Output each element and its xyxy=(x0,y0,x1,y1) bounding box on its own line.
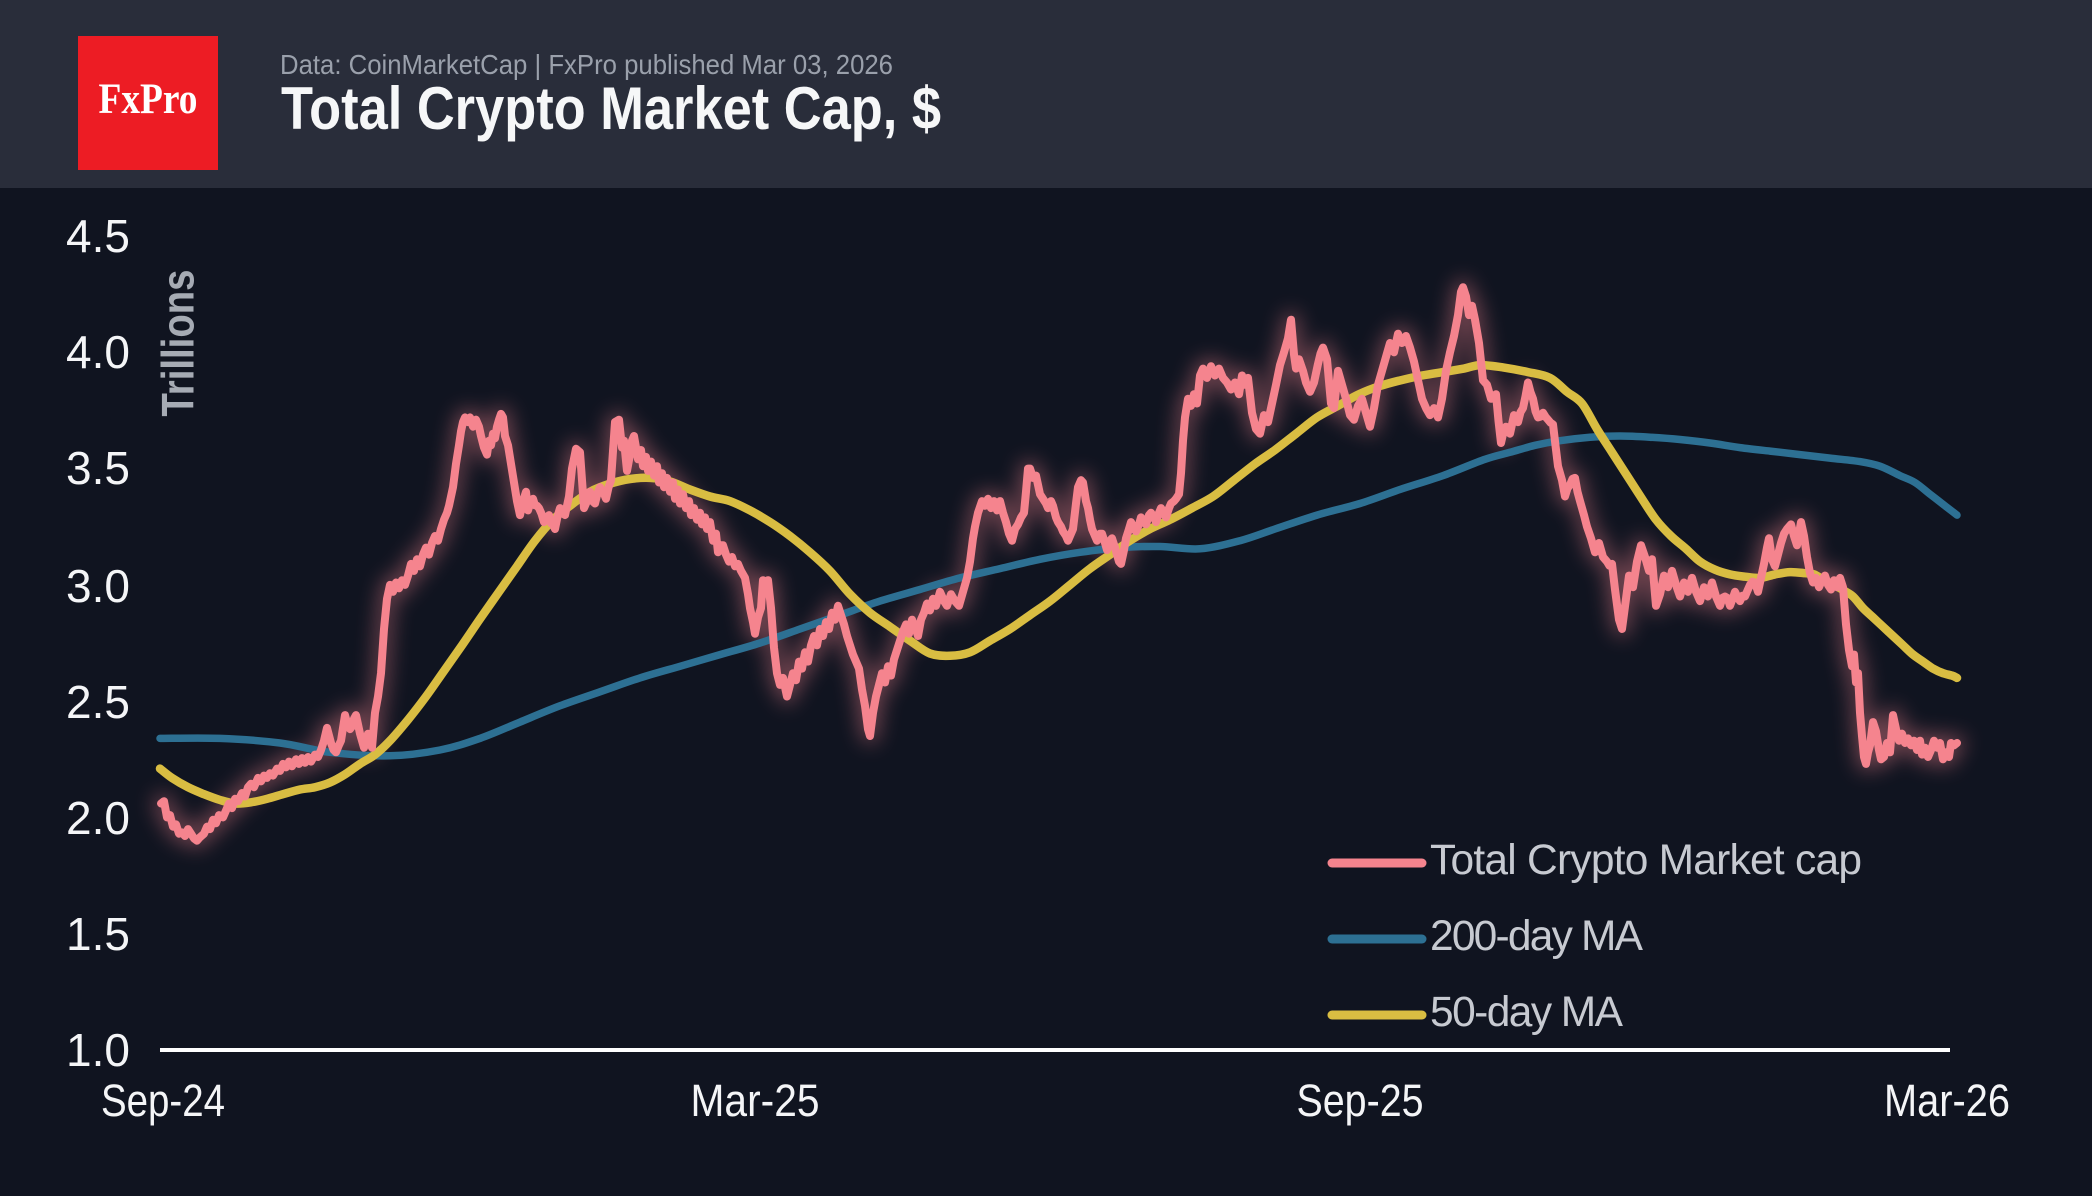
svg-text:4.0: 4.0 xyxy=(66,326,130,378)
svg-text:Mar-26: Mar-26 xyxy=(1884,1075,2010,1126)
svg-text:Data: CoinMarketCap | FxPro pu: Data: CoinMarketCap | FxPro published Ma… xyxy=(280,49,893,80)
svg-text:Trillions: Trillions xyxy=(153,270,204,417)
svg-text:1.0: 1.0 xyxy=(66,1024,130,1076)
svg-text:3.5: 3.5 xyxy=(66,442,130,494)
svg-text:200-day MA: 200-day MA xyxy=(1430,913,1644,960)
svg-text:FxPro: FxPro xyxy=(99,76,198,123)
svg-text:2.0: 2.0 xyxy=(66,792,130,844)
svg-text:4.5: 4.5 xyxy=(66,210,130,262)
svg-text:1.5: 1.5 xyxy=(66,908,130,960)
svg-text:2.5: 2.5 xyxy=(66,676,130,728)
svg-text:3.0: 3.0 xyxy=(66,560,130,612)
svg-text:Mar-25: Mar-25 xyxy=(691,1075,820,1126)
svg-text:50-day MA: 50-day MA xyxy=(1430,989,1624,1036)
svg-text:Sep-24: Sep-24 xyxy=(101,1075,225,1126)
svg-text:Total Crypto Market Cap, $: Total Crypto Market Cap, $ xyxy=(281,75,941,142)
svg-text:Sep-25: Sep-25 xyxy=(1297,1075,1424,1126)
svg-text:Total Crypto Market cap: Total Crypto Market cap xyxy=(1430,837,1862,884)
